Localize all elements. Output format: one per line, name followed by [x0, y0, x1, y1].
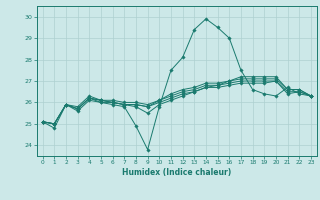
X-axis label: Humidex (Indice chaleur): Humidex (Indice chaleur): [122, 168, 231, 177]
